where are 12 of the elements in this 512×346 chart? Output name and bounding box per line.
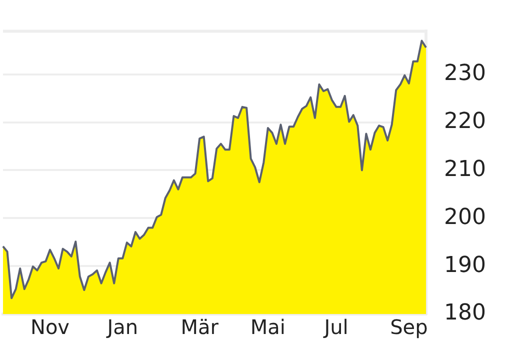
x-tick-label: Sep [390,315,428,340]
y-tick-label: 190 [444,252,486,278]
y-tick-label: 220 [444,108,486,134]
y-tick-label: 180 [444,300,486,326]
x-tick-label: Mai [250,315,286,340]
y-tick-label: 210 [444,156,486,182]
y-tick-label: 230 [444,61,486,86]
x-tick-label: Jan [105,315,138,340]
x-tick-label: Jul [322,315,348,340]
x-tick-label: Nov [30,315,70,340]
x-tick-label: Mär [180,315,220,340]
y-tick-label: 200 [444,204,486,230]
